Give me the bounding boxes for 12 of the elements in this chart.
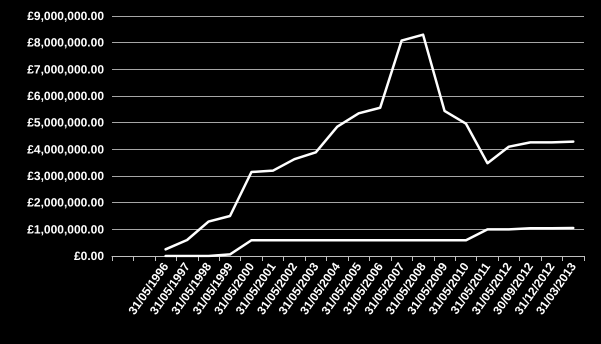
y-tick-label: £2,000,000.00 [27,196,104,210]
y-tick-label: £7,000,000.00 [27,62,104,76]
line-series [164,33,575,251]
y-tick-label: £9,000,000.00 [27,9,104,23]
y-tick-label: £5,000,000.00 [27,116,104,130]
y-tick-label: £3,000,000.00 [27,169,104,183]
y-tick-label: £6,000,000.00 [27,89,104,103]
y-tick-label: £1,000,000.00 [27,222,104,236]
y-tick-label: £0.00 [74,249,104,263]
y-tick-label: £8,000,000.00 [27,36,104,50]
line-series [164,226,575,258]
y-tick-label: £4,000,000.00 [27,142,104,156]
